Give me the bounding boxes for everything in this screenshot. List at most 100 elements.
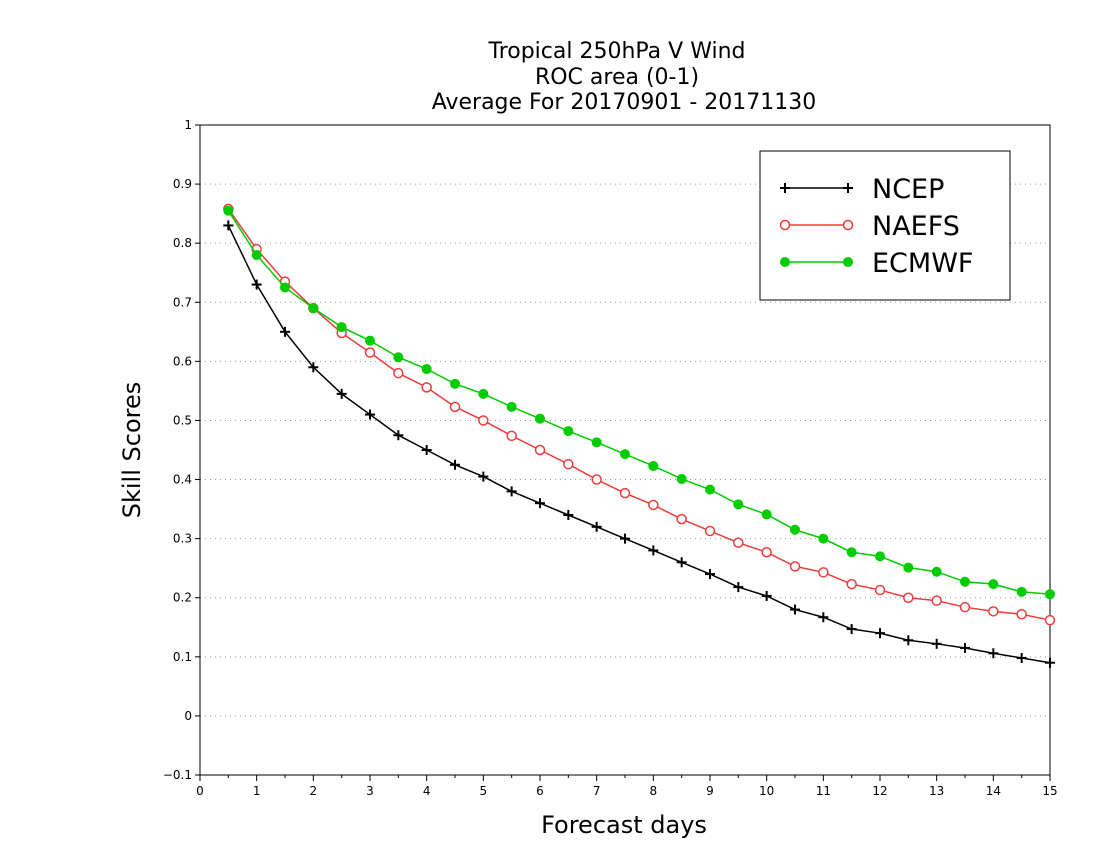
ecmwf-point bbox=[903, 562, 914, 573]
chart-title-line-2: ROC area (0-1) bbox=[535, 65, 699, 90]
ncep-point bbox=[365, 409, 375, 420]
naefs-point bbox=[676, 513, 687, 525]
ncep-point bbox=[648, 545, 659, 556]
ecmwf-point bbox=[563, 426, 574, 437]
ecmwf-point bbox=[1016, 586, 1027, 597]
ecmwf-point bbox=[1045, 589, 1055, 600]
ncep-point bbox=[761, 590, 772, 601]
ncep-point bbox=[988, 648, 999, 659]
series-lines bbox=[223, 203, 1056, 668]
legend-label-ncep: NCEP bbox=[872, 174, 944, 205]
naefs-point bbox=[733, 537, 744, 549]
x-tick-label: 7 bbox=[593, 784, 601, 798]
legend-marker-naefs bbox=[779, 219, 791, 231]
ncep-point bbox=[620, 533, 630, 544]
naefs-point bbox=[959, 601, 971, 613]
ncep-point bbox=[563, 510, 574, 520]
ecmwf-point bbox=[535, 413, 545, 424]
naefs-point bbox=[931, 595, 942, 606]
series-ecmwf bbox=[223, 205, 1055, 600]
ncep-point bbox=[421, 445, 432, 455]
x-tick-label: 13 bbox=[929, 784, 944, 798]
ncep-point bbox=[931, 638, 942, 649]
ecmwf-point bbox=[648, 460, 659, 471]
x-tick-label: 8 bbox=[650, 784, 658, 798]
naefs-point bbox=[449, 401, 461, 413]
chart-title: Tropical 250hPa V Wind ROC area (0-1) Av… bbox=[432, 39, 817, 115]
x-tick-label: 3 bbox=[366, 784, 374, 798]
naefs-point bbox=[1044, 614, 1056, 626]
ecmwf-point bbox=[988, 579, 999, 590]
chart-title-line-1: Tropical 250hPa V Wind bbox=[487, 39, 745, 64]
y-tick-label: 0.6 bbox=[173, 354, 192, 368]
y-tick-label: 0.8 bbox=[173, 236, 192, 250]
legend-label-naefs: NAEFS bbox=[872, 211, 960, 242]
x-axis-label: Forecast days bbox=[541, 811, 707, 839]
ncep-point bbox=[846, 624, 857, 635]
legend: NCEP NAEFS ECMWF bbox=[759, 150, 1011, 301]
y-tick-label: 0.4 bbox=[173, 473, 192, 487]
legend-marker-ecmwf bbox=[780, 257, 790, 267]
x-tick-label: 0 bbox=[196, 784, 204, 798]
x-tick-label: 15 bbox=[1042, 784, 1057, 798]
ncep-point bbox=[1016, 653, 1027, 663]
y-tick-label: 0.9 bbox=[173, 177, 192, 191]
ncep-point bbox=[308, 362, 319, 373]
ecmwf-point bbox=[790, 524, 800, 535]
ecmwf-point bbox=[450, 378, 460, 389]
naefs-point bbox=[789, 561, 801, 572]
legend-marker-ncep bbox=[843, 183, 853, 193]
naefs-point bbox=[506, 430, 517, 442]
naefs-point bbox=[591, 474, 602, 485]
ncep-point bbox=[251, 279, 262, 290]
x-tick-label: 6 bbox=[536, 784, 544, 798]
ecmwf-point bbox=[393, 352, 404, 363]
ecmwf-point bbox=[506, 401, 517, 412]
x-tick-label: 5 bbox=[480, 784, 488, 798]
ecmwf-point bbox=[846, 547, 857, 558]
ecmwf-point bbox=[761, 509, 772, 520]
ecmwf-point bbox=[251, 250, 262, 260]
naefs-point bbox=[1016, 609, 1027, 620]
naefs-point bbox=[704, 525, 716, 537]
ecmwf-point bbox=[223, 205, 234, 216]
chart-title-line-3: Average For 20170901 - 20171130 bbox=[432, 90, 817, 115]
legend-marker-ecmwf bbox=[843, 257, 853, 267]
naefs-point bbox=[563, 458, 574, 470]
ncep-point bbox=[478, 471, 489, 482]
y-tick-label: 1 bbox=[184, 118, 192, 132]
ncep-point bbox=[875, 628, 885, 639]
ncep-point bbox=[733, 582, 744, 593]
ncep-point bbox=[280, 326, 290, 337]
ecmwf-point bbox=[960, 576, 970, 587]
ncep-point bbox=[903, 635, 914, 646]
naefs-point bbox=[761, 546, 772, 558]
naefs-point bbox=[903, 592, 914, 603]
naefs-point bbox=[364, 347, 376, 358]
ncep-point bbox=[336, 388, 347, 399]
ecmwf-point bbox=[733, 499, 744, 510]
y-axis-label: Skill Scores bbox=[118, 382, 146, 519]
legend-item-naefs: NAEFS bbox=[779, 211, 960, 242]
ecmwf-point bbox=[676, 473, 687, 484]
naefs-point bbox=[619, 487, 631, 499]
ecmwf-point bbox=[818, 533, 829, 544]
axis-ticks: −0.100.10.20.30.40.50.60.70.80.910 1 2 3 4 5 6… bbox=[163, 118, 1058, 798]
naefs-point bbox=[534, 444, 546, 456]
y-tick-label: 0.3 bbox=[173, 532, 192, 546]
x-tick-label: 11 bbox=[816, 784, 831, 798]
y-tick-label: −0.1 bbox=[163, 768, 192, 782]
naefs-point bbox=[988, 606, 999, 617]
ncep-point bbox=[705, 569, 715, 580]
naefs-point bbox=[478, 415, 489, 426]
ecmwf-point bbox=[308, 303, 319, 314]
ecmwf-point bbox=[421, 364, 432, 375]
ecmwf-point bbox=[931, 566, 942, 577]
ncep-point bbox=[223, 220, 234, 231]
x-tick-label: 4 bbox=[423, 784, 431, 798]
ecmwf-point bbox=[620, 449, 630, 460]
ecmwf-point bbox=[705, 484, 715, 495]
x-tick-label: 9 bbox=[706, 784, 714, 798]
ecmwf-point bbox=[591, 437, 602, 448]
x-tick-label: 1 bbox=[253, 784, 261, 798]
